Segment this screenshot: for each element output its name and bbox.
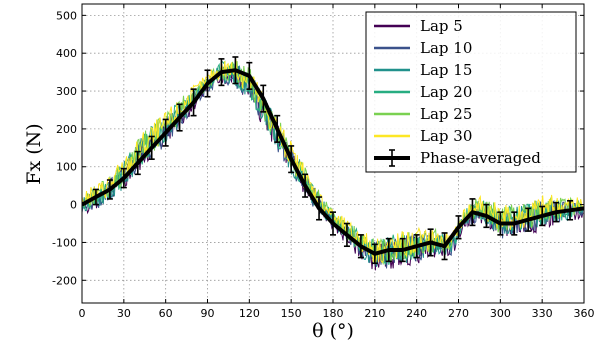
y-tick-label: -100 [52,236,77,249]
legend-label: Lap 15 [420,61,472,79]
x-tick-label: 270 [448,307,469,320]
x-tick-label: 90 [201,307,215,320]
y-tick-label: 300 [56,85,77,98]
x-axis-title: θ (°) [312,320,354,342]
legend: Lap 5 Lap 10 Lap 15 Lap 20 Lap 25 Lap 30 Phase… [365,11,577,173]
x-tick-label: 240 [406,307,427,320]
y-tick-label: 100 [56,161,77,174]
y-tick-label: 500 [56,9,77,22]
legend-label: Lap 30 [420,127,472,145]
legend-label: Lap 25 [420,105,472,123]
x-tick-label: 180 [323,307,344,320]
y-axis-title: Fx (N) [23,123,45,184]
x-tick-label: 30 [117,307,131,320]
y-tick-label: 0 [70,199,77,212]
x-tick-label: 60 [159,307,173,320]
legend-label: Lap 5 [420,17,463,35]
legend-label: Lap 20 [420,83,472,101]
x-tick-label: 360 [574,307,595,320]
y-tick-label: 400 [56,47,77,60]
legend-label: Lap 10 [420,39,472,57]
y-tick-label: 200 [56,123,77,136]
x-tick-label: 330 [532,307,553,320]
legend-label-avg: Phase-averaged [420,149,541,167]
x-tick-label: 150 [281,307,302,320]
phase-averaged-series [82,56,584,265]
x-tick-label: 300 [490,307,511,320]
y-tick-label: -200 [52,274,77,287]
x-tick-label: 120 [239,307,260,320]
axis-ticks: 0 30 60 90 120 150 180 210 240 270 300 330 360 -200 -1… [52,4,595,320]
x-tick-label: 0 [79,307,86,320]
x-tick-label: 210 [364,307,385,320]
